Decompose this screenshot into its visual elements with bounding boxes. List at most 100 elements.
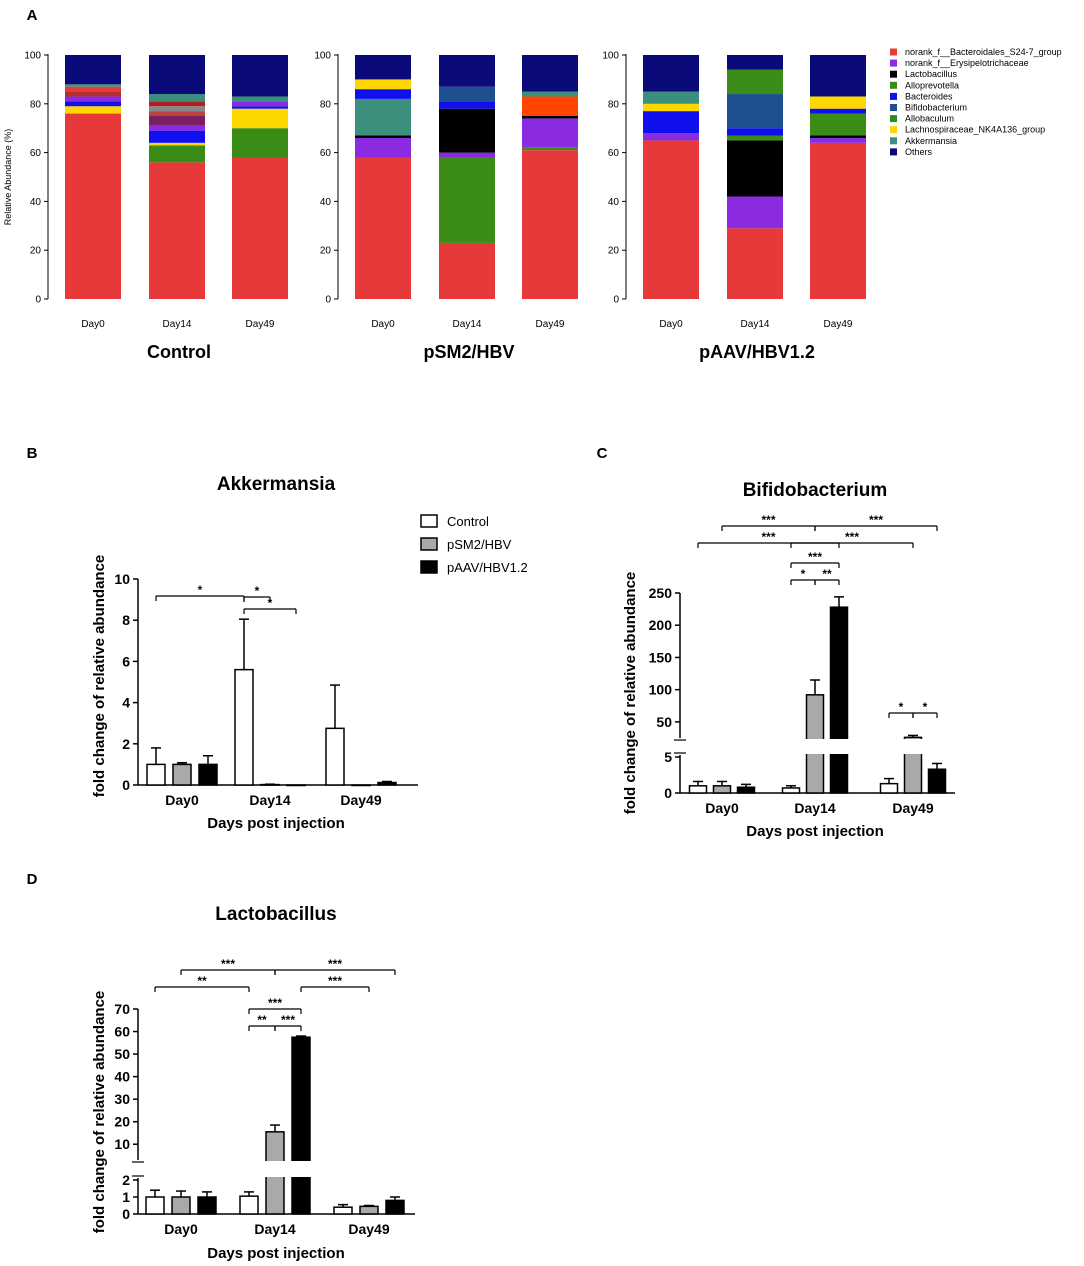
stack-segment <box>439 55 495 87</box>
bar-break-gap <box>829 739 849 754</box>
sig-label: *** <box>268 996 282 1010</box>
bar <box>145 1196 165 1215</box>
bar <box>829 606 849 794</box>
stack-segment <box>355 55 411 80</box>
chart-title: Akkermansia <box>217 474 336 495</box>
x-axis-label: Days post injection <box>207 1245 345 1262</box>
panel-letter-c: C <box>597 445 608 462</box>
legend-label: Akkermansia <box>905 136 957 146</box>
x-tick-label: Day0 <box>165 792 199 808</box>
stack-segment <box>355 135 411 138</box>
bar <box>879 782 899 794</box>
bar <box>351 784 371 787</box>
bar <box>197 1196 217 1215</box>
bar <box>172 763 192 786</box>
abundance-legend: norank_f__Bacteroidales_S24-7_groupnoran… <box>890 47 1062 157</box>
x-tick-label: Day49 <box>246 319 275 330</box>
legend-label: Bifidobacterium <box>905 103 967 113</box>
stack-segment <box>355 89 411 99</box>
stack-segment <box>149 125 205 131</box>
bar-break-gap <box>903 739 923 754</box>
stack-segment <box>149 142 205 146</box>
sig-label: ** <box>822 567 832 581</box>
legend-label: Allobaculum <box>905 114 954 124</box>
bar <box>712 785 732 794</box>
legend-swatch <box>890 81 897 89</box>
stack-segment <box>65 91 121 97</box>
stack-segment <box>522 96 578 116</box>
bar <box>171 1196 191 1215</box>
y-tick-label: 60 <box>114 1024 130 1040</box>
legend-label: Alloprevotella <box>905 80 959 90</box>
y-tick-label: 150 <box>649 649 673 665</box>
y-tick-label: 20 <box>30 246 42 257</box>
bar <box>333 1206 353 1215</box>
chart-c: Bifidobacterium 0 5 50 100 150 200 250 Day0 Day14… <box>622 480 955 840</box>
stack-segment <box>149 55 205 95</box>
sig-label: * <box>899 700 904 714</box>
legend-label: Lachnospiraceae_NK4A136_group <box>905 125 1045 135</box>
x-tick-label: Day0 <box>659 319 683 330</box>
y-tick-label: 0 <box>325 295 331 306</box>
sig-label: *** <box>328 957 342 971</box>
stack-segment <box>232 106 288 109</box>
bar-break-gap <box>291 1161 311 1177</box>
stack-segment <box>643 133 699 141</box>
y-tick-label: 80 <box>30 99 42 110</box>
sig-label: ** <box>257 1013 267 1027</box>
stack-segment <box>65 101 121 107</box>
x-axis-label: Days post injection <box>746 823 884 840</box>
stack-segment <box>65 86 121 92</box>
y-tick-label: 100 <box>649 682 673 698</box>
sig-label: * <box>923 700 928 714</box>
y-tick-label: 0 <box>664 785 672 801</box>
panel-letter-b: B <box>27 445 38 462</box>
x-tick-label: Day49 <box>536 319 565 330</box>
stack-segment <box>439 242 495 299</box>
stack-segment <box>232 108 288 129</box>
y-tick-label: 30 <box>114 1091 130 1107</box>
y-tick-label: 100 <box>602 51 619 62</box>
stack-segment <box>643 103 699 112</box>
stack-segment <box>643 55 699 92</box>
legend-swatch <box>890 48 897 56</box>
x-tick-label: Day0 <box>371 319 395 330</box>
y-tick-label: 40 <box>30 197 42 208</box>
x-tick-label: Day14 <box>254 1221 295 1237</box>
stack-segment <box>727 228 783 299</box>
stack-segment <box>65 106 121 114</box>
y-tick-label: 6 <box>122 653 130 669</box>
stack-segment <box>149 94 205 102</box>
stack-segment <box>439 101 495 109</box>
legend-swatch <box>890 70 897 78</box>
stack-segment <box>727 140 783 197</box>
stack-segment <box>355 98 411 136</box>
x-tick-label: Day49 <box>340 792 381 808</box>
x-tick-label: Day14 <box>163 319 192 330</box>
stack-segment <box>439 86 495 102</box>
legend-label: pSM2/HBV <box>447 537 512 552</box>
bar <box>736 786 756 794</box>
legend-label: norank_f__Erysipelotrichaceae <box>905 58 1029 68</box>
y-tick-label: 2 <box>122 1172 130 1188</box>
bar <box>927 768 947 794</box>
chart-title: Bifidobacterium <box>743 480 888 501</box>
sig-label: * <box>198 583 203 597</box>
sig-label: *** <box>869 513 883 527</box>
sig-label: ** <box>197 974 207 988</box>
y-tick-label: 0 <box>122 777 130 793</box>
stack-segment <box>522 55 578 92</box>
x-tick-label: Day0 <box>705 800 739 816</box>
bar <box>239 1195 259 1215</box>
stack-segment <box>355 157 411 299</box>
stack-segment <box>439 157 495 243</box>
chart-b: Akkermansia 0 2 4 6 8 10 Day0 Day14 Day49 Days pos… <box>91 474 418 832</box>
stack-segment <box>355 79 411 90</box>
y-axis-label: Relative Abundance (%) <box>3 129 13 226</box>
sig-label: * <box>801 567 806 581</box>
stack-segment <box>232 128 288 158</box>
stack-segment <box>727 94 783 129</box>
stack-segment <box>727 135 783 141</box>
y-axis-label: fold change of relative abundance <box>91 991 108 1234</box>
y-tick-label: 100 <box>314 51 331 62</box>
